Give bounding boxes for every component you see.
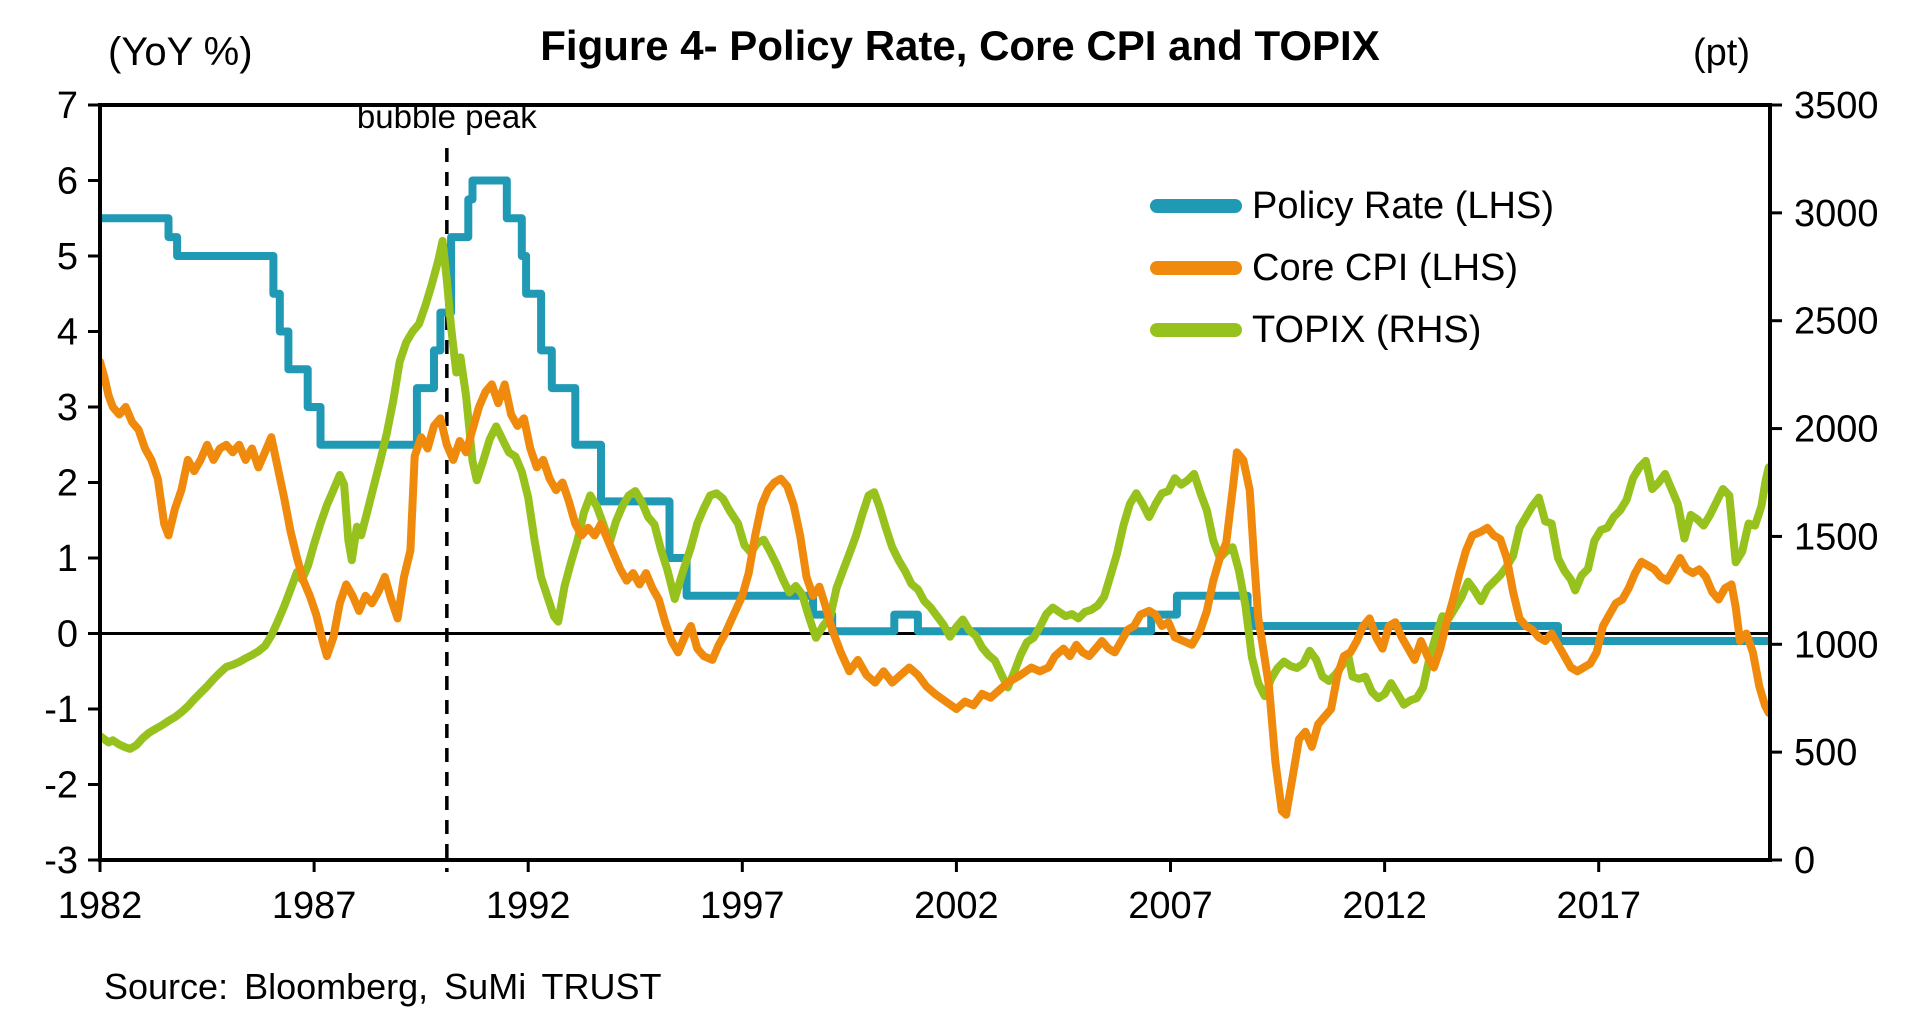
left-tick-label: 4: [57, 312, 78, 354]
left-tick-label: -2: [44, 765, 78, 807]
left-tick-label: 0: [57, 614, 78, 656]
left-tick-label: -1: [44, 689, 78, 731]
right-tick-label: 3500: [1794, 85, 1879, 127]
right-tick-label: 3000: [1794, 193, 1879, 235]
source-note: Source: Bloomberg, SuMi TRUST: [104, 966, 662, 1007]
legend-label-core_cpi: Core CPI (LHS): [1252, 246, 1519, 289]
legend-item-topix: TOPIX (RHS): [1150, 299, 1554, 361]
x-tick-label: 1982: [58, 885, 143, 927]
x-tick-label: 1987: [272, 885, 357, 927]
legend-item-policy_rate: Policy Rate (LHS): [1150, 175, 1554, 237]
left-tick-label: 2: [57, 463, 78, 505]
left-tick-label: 5: [57, 236, 78, 278]
right-tick-label: 1500: [1794, 516, 1879, 558]
legend-swatch-topix: [1150, 323, 1242, 337]
left-tick-label: 7: [57, 85, 78, 127]
left-tick-label: 1: [57, 538, 78, 580]
x-tick-label: 2007: [1128, 885, 1213, 927]
right-tick-label: 1000: [1794, 624, 1879, 666]
series-line-core_cpi: [100, 357, 1770, 819]
legend-label-topix: TOPIX (RHS): [1252, 308, 1482, 351]
right-tick-label: 2500: [1794, 301, 1879, 343]
x-tick-label: 2002: [914, 885, 999, 927]
legend-swatch-policy_rate: [1150, 199, 1242, 213]
right-tick-label: 500: [1794, 732, 1857, 774]
series-group: [100, 176, 1770, 819]
left-tick-label: 6: [57, 161, 78, 203]
left-axis-unit-label: (YoY %): [108, 30, 253, 74]
left-y-axis: 7 6 5 4 3 2 1 0 -1 -2 -3: [44, 85, 100, 882]
chart-legend: Policy Rate (LHS) Core CPI (LHS) TOPIX (RH…: [1150, 175, 1554, 361]
bubble-peak-annotation: bubble peak: [356, 98, 537, 135]
legend-item-core_cpi: Core CPI (LHS): [1150, 237, 1554, 299]
x-tick-label: 2012: [1342, 885, 1427, 927]
chart-title: Figure 4- Policy Rate, Core CPI and TOPI…: [540, 22, 1380, 69]
x-tick-label: 2017: [1556, 885, 1641, 927]
right-tick-label: 2000: [1794, 409, 1879, 451]
right-y-axis: 3500 3000 2500 2000 1500 1000 500 0: [1770, 85, 1879, 882]
series-line-topix: [100, 236, 1770, 753]
x-tick-label: 1992: [486, 885, 571, 927]
left-tick-label: 3: [57, 387, 78, 429]
left-tick-label: -3: [44, 840, 78, 882]
x-tick-label: 1997: [700, 885, 785, 927]
x-axis: 1982 1987 1992 1997 2002 2007 2012 2017: [58, 860, 1641, 927]
right-axis-unit-label: (pt): [1693, 32, 1750, 74]
right-tick-label: 0: [1794, 840, 1815, 882]
legend-label-policy_rate: Policy Rate (LHS): [1252, 184, 1554, 227]
legend-swatch-core_cpi: [1150, 261, 1242, 275]
